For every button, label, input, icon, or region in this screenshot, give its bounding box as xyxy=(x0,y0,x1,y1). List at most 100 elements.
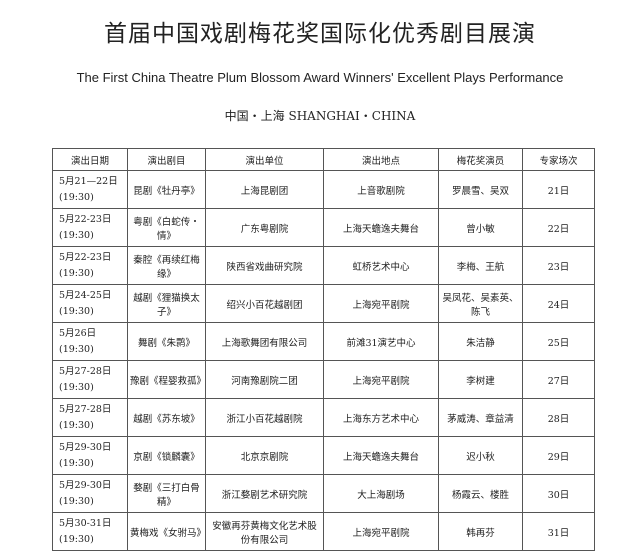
table-cell: 陕西省戏曲研究院 xyxy=(205,246,324,285)
date-cell: 5月22-23日 (19:30) xyxy=(52,246,128,285)
table-cell: 粤剧《白蛇传・情》 xyxy=(127,208,206,247)
table-cell: 27日 xyxy=(522,360,595,399)
header-cell: 专家场次 xyxy=(522,148,595,171)
date-cell: 5月22-23日 (19:30) xyxy=(52,208,128,247)
time: (19:30) xyxy=(59,457,94,469)
table-cell: 秦腔《再续红梅缘》 xyxy=(127,246,206,285)
table-cell: 上海歌舞团有限公司 xyxy=(205,322,324,361)
table-cell: 23日 xyxy=(522,246,595,285)
header-cell: 演出单位 xyxy=(205,148,324,171)
table-cell: 上海天蟾逸夫舞台 xyxy=(323,208,439,247)
table-cell: 迟小秋 xyxy=(438,436,523,475)
table-row: 5月27-28日 (19:30) 豫剧《程婴救孤》 河南豫剧院二团 上海宛平剧院 李树建 2… xyxy=(52,360,595,399)
date: 5月27-28日 xyxy=(59,403,112,415)
header-row: 演出日期 演出剧目 演出单位 演出地点 梅花奖演员 专家场次 xyxy=(52,148,595,171)
table-cell: 31日 xyxy=(522,512,595,551)
time: (19:30) xyxy=(59,191,94,203)
table-cell: 浙江小百花越剧院 xyxy=(205,398,324,437)
table-cell: 舞剧《朱鹮》 xyxy=(127,322,206,361)
location: 中国・上海 SHANGHAI・CHINA xyxy=(224,109,416,123)
time: (19:30) xyxy=(59,305,94,317)
table-cell: 韩再芬 xyxy=(438,512,523,551)
table-cell: 广东粤剧院 xyxy=(205,208,324,247)
date: 5月30-31日 xyxy=(59,517,112,529)
date: 5月22-23日 xyxy=(59,251,112,263)
table-cell: 上海宛平剧院 xyxy=(323,284,439,323)
table-cell: 李梅、王航 xyxy=(438,246,523,285)
table-cell: 上海宛平剧院 xyxy=(323,360,439,399)
date: 5月29-30日 xyxy=(59,441,112,453)
table-cell: 茅威涛、章益清 xyxy=(438,398,523,437)
subtitle: The First China Theatre Plum Blossom Awa… xyxy=(76,70,564,85)
time: (19:30) xyxy=(59,267,94,279)
header-cell: 演出日期 xyxy=(52,148,128,171)
date: 5月29-30日 xyxy=(59,479,112,491)
date-cell: 5月29-30日 (19:30) xyxy=(52,436,128,475)
table-cell: 豫剧《程婴救孤》 xyxy=(127,360,206,399)
date-cell: 5月27-28日 (19:30) xyxy=(52,360,128,399)
table-cell: 上海昆剧团 xyxy=(205,170,324,209)
table-cell: 大上海剧场 xyxy=(323,474,439,513)
table-cell: 上音歌剧院 xyxy=(323,170,439,209)
date: 5月27-28日 xyxy=(59,365,112,377)
table-cell: 吴凤花、吴素英、陈飞 xyxy=(438,284,523,323)
date-cell: 5月21—22日 (19:30) xyxy=(52,170,128,209)
table-cell: 30日 xyxy=(522,474,595,513)
table-cell: 朱洁静 xyxy=(438,322,523,361)
schedule-table: 演出日期 演出剧目 演出单位 演出地点 梅花奖演员 专家场次 5月21—22日 (19:30… xyxy=(52,148,595,551)
date: 5月21—22日 xyxy=(59,175,118,187)
table-row: 5月21—22日 (19:30) 昆剧《牡丹亭》 上海昆剧团 上音歌剧院 罗晨雪、吴双 21… xyxy=(52,170,595,209)
table-cell: 前滩31演艺中心 xyxy=(323,322,439,361)
time: (19:30) xyxy=(59,229,94,241)
date: 5月26日 xyxy=(59,327,97,339)
time: (19:30) xyxy=(59,381,94,393)
table-cell: 罗晨雪、吴双 xyxy=(438,170,523,209)
date-cell: 5月27-28日 (19:30) xyxy=(52,398,128,437)
table-cell: 杨霞云、楼胜 xyxy=(438,474,523,513)
header-cell: 梅花奖演员 xyxy=(438,148,523,171)
table-cell: 昆剧《牡丹亭》 xyxy=(127,170,206,209)
table-row: 5月30-31日 (19:30) 黄梅戏《女驸马》 安徽再芬黄梅文化艺术股份有限公司上… xyxy=(52,512,595,551)
time: (19:30) xyxy=(59,533,94,545)
table-body: 5月21—22日 (19:30) 昆剧《牡丹亭》 上海昆剧团 上音歌剧院 罗晨雪、吴双 21… xyxy=(52,170,595,551)
time: (19:30) xyxy=(59,419,94,431)
time: (19:30) xyxy=(59,495,94,507)
table-row: 5月22-23日 (19:30) 秦腔《再续红梅缘》 陕西省戏曲研究院 虹桥艺术中心 李梅… xyxy=(52,246,595,285)
date: 5月24-25日 xyxy=(59,289,112,301)
header-cell: 演出剧目 xyxy=(127,148,206,171)
table-cell: 越剧《苏东坡》 xyxy=(127,398,206,437)
table-cell: 浙江婺剧艺术研究院 xyxy=(205,474,324,513)
table-cell: 29日 xyxy=(522,436,595,475)
table-cell: 李树建 xyxy=(438,360,523,399)
table-row: 5月26日 (19:30) 舞剧《朱鹮》 上海歌舞团有限公司 前滩31演艺中心 朱洁静 25… xyxy=(52,322,595,361)
table-cell: 安徽再芬黄梅文化艺术股份有限公司 xyxy=(205,512,324,551)
date-cell: 5月24-25日 (19:30) xyxy=(52,284,128,323)
time: (19:30) xyxy=(59,343,94,355)
table-cell: 越剧《狸猫换太子》 xyxy=(127,284,206,323)
table-cell: 曾小敏 xyxy=(438,208,523,247)
table-cell: 24日 xyxy=(522,284,595,323)
table-row: 5月24-25日 (19:30) 越剧《狸猫换太子》 绍兴小百花越剧团 上海宛平剧院 吴凤… xyxy=(52,284,595,323)
table-row: 5月22-23日 (19:30) 粤剧《白蛇传・情》 广东粤剧院 上海天蟾逸夫舞台 曾小敏… xyxy=(52,208,595,247)
table-row: 5月29-30日 (19:30) 京剧《锁麟囊》 北京京剧院 上海天蟾逸夫舞台 迟小秋 29… xyxy=(52,436,595,475)
table-cell: 北京京剧院 xyxy=(205,436,324,475)
date-cell: 5月26日 (19:30) xyxy=(52,322,128,361)
table-cell: 上海宛平剧院 xyxy=(323,512,439,551)
date: 5月22-23日 xyxy=(59,213,112,225)
table-cell: 22日 xyxy=(522,208,595,247)
table-cell: 虹桥艺术中心 xyxy=(323,246,439,285)
table-cell: 21日 xyxy=(522,170,595,209)
table-cell: 绍兴小百花越剧团 xyxy=(205,284,324,323)
table-cell: 京剧《锁麟囊》 xyxy=(127,436,206,475)
title: 首届中国戏剧梅花奖国际化优秀剧目展演 xyxy=(104,21,536,47)
date-cell: 5月30-31日 (19:30) xyxy=(52,512,128,551)
table-cell: 上海东方艺术中心 xyxy=(323,398,439,437)
table-cell: 黄梅戏《女驸马》 xyxy=(127,512,206,551)
table-cell: 婺剧《三打白骨精》 xyxy=(127,474,206,513)
table-cell: 上海天蟾逸夫舞台 xyxy=(323,436,439,475)
table-cell: 25日 xyxy=(522,322,595,361)
header-cell: 演出地点 xyxy=(323,148,439,171)
table-row: 5月29-30日 (19:30) 婺剧《三打白骨精》 浙江婺剧艺术研究院 大上海剧场 杨霞… xyxy=(52,474,595,513)
table-row: 5月27-28日 (19:30) 越剧《苏东坡》 浙江小百花越剧院 上海东方艺术中心 茅威… xyxy=(52,398,595,437)
